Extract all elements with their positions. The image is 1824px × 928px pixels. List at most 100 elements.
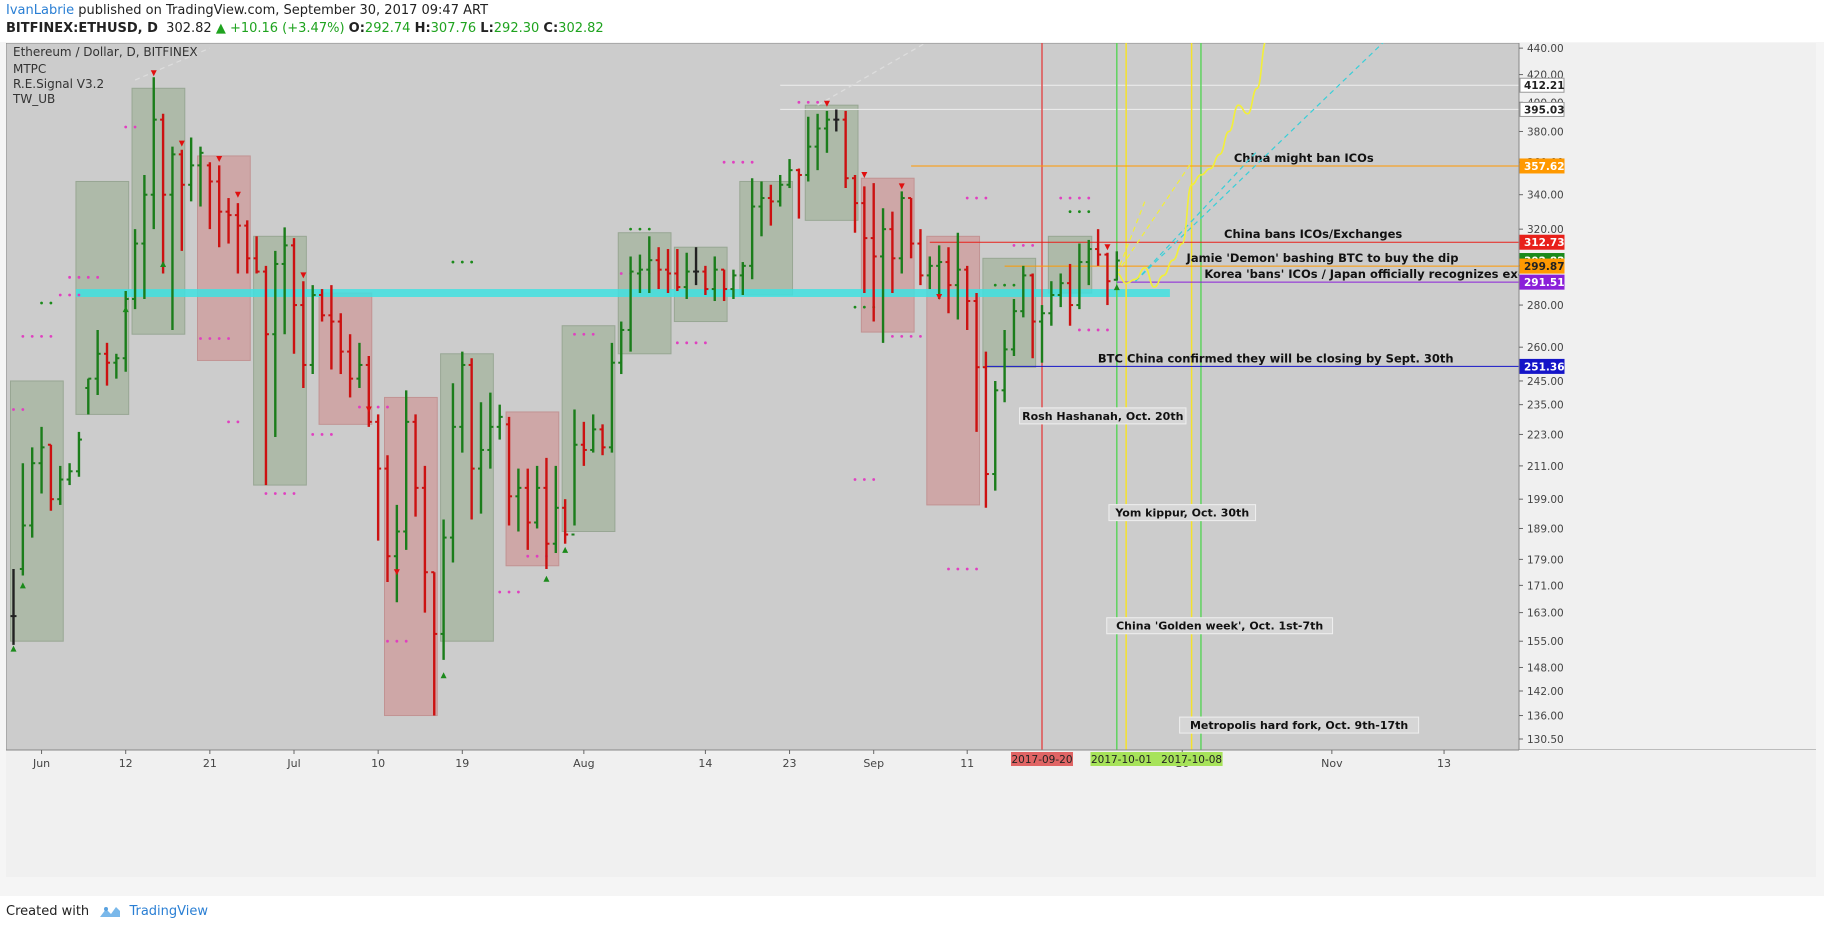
plot-background: [5, 42, 1520, 751]
candle: [1039, 305, 1045, 363]
candle: [618, 321, 625, 375]
signal-dot: [1106, 328, 1109, 332]
signal-dot: [498, 590, 502, 594]
price-level-tag: [1519, 234, 1565, 250]
candle: [440, 519, 447, 660]
candle: [552, 465, 559, 554]
candle: [347, 334, 354, 398]
event-label: BTC China confirmed they will be closing…: [1098, 351, 1454, 365]
price-level-value: 299.87: [1524, 261, 1565, 273]
candle: [178, 149, 185, 251]
candle: [431, 571, 438, 716]
signal-dot: [638, 227, 642, 231]
signal-dot: [311, 433, 315, 436]
price-level-tag: [1519, 358, 1565, 374]
signal-dot: [386, 639, 389, 643]
candle: [216, 165, 223, 248]
signal-dot: [451, 260, 455, 264]
candle: [973, 293, 980, 432]
buy-signal-icon: [562, 546, 569, 553]
candle: [244, 220, 251, 274]
candle: [702, 265, 709, 296]
candle: [38, 426, 45, 494]
signal-dot: [984, 196, 988, 200]
candle: [132, 229, 139, 310]
range-box-green: [561, 325, 616, 532]
candle: [328, 285, 335, 370]
signal-dot: [124, 125, 128, 129]
range-box-green: [804, 104, 859, 221]
price-axis: 130.50 136.00 142.00 148.00 155.00 163.00 171.…: [1518, 43, 1816, 750]
candle: [730, 269, 737, 300]
price-tick-label: 142.00: [1527, 686, 1564, 698]
chart-area[interactable]: China might ban ICOs China bans ICOs/Exch…: [5, 42, 1816, 877]
publish-info: IvanLabrie published on TradingView.com,…: [6, 3, 488, 18]
signal-dot: [1031, 243, 1035, 247]
signal-dot: [460, 260, 464, 264]
date-tick-label: 23: [783, 757, 797, 770]
candle: [590, 414, 597, 453]
sell-signal-icon: [216, 156, 223, 163]
date-tag-label: 2017-10-08: [1161, 754, 1222, 766]
projection-dashed-line: [1135, 150, 1258, 282]
publish-header: IvanLabrie published on TradingView.com,…: [0, 0, 1824, 42]
signal-dot: [1087, 210, 1091, 214]
date-tick-label: 14: [698, 757, 712, 770]
candle: [197, 146, 204, 207]
candle: [487, 392, 494, 469]
candlestick-chart[interactable]: China might ban ICOs China bans ICOs/Exch…: [5, 42, 1816, 877]
projection-dashed-line: [817, 43, 927, 106]
open-label: O:: [348, 21, 365, 36]
signal-dot: [320, 433, 324, 436]
signal-dot: [965, 567, 969, 571]
candle: [795, 168, 802, 219]
signal-dot: [96, 275, 100, 279]
annotation-text: Metropolis hard fork, Oct. 9th-17th: [1190, 719, 1408, 732]
sell-signal-icon: [823, 100, 830, 107]
footer: Created with TradingView: [0, 896, 1824, 928]
signal-dot: [227, 337, 230, 340]
signal-dot: [947, 567, 950, 571]
candle: [543, 457, 550, 569]
candle: [889, 211, 896, 294]
signal-dot: [619, 272, 623, 275]
candle: [1067, 263, 1074, 326]
price-tick-label: 260.00: [1527, 342, 1564, 354]
date-tick-label: Sep: [863, 757, 884, 770]
signal-dot: [49, 301, 53, 305]
signal-dot: [694, 341, 698, 345]
price-level-value: 312.73: [1524, 237, 1565, 249]
candle: [693, 247, 700, 286]
plot-layer: China might ban ICOs China bans ICOs/Exch…: [10, 43, 1519, 750]
date-axis: Jun1221Jul1019Aug1423Sep1116Nov1322Dec11…: [6, 749, 1816, 877]
candle: [1104, 252, 1111, 306]
candle: [917, 229, 924, 286]
author-link[interactable]: IvanLabrie: [6, 3, 75, 18]
candle: [655, 247, 662, 290]
signal-dot: [629, 227, 632, 231]
candle: [47, 443, 54, 511]
sell-signal-icon: [234, 191, 241, 198]
signal-dot: [283, 492, 287, 495]
axis-corner: [1519, 750, 1816, 877]
candle: [113, 353, 120, 379]
signal-dot: [862, 478, 866, 481]
projection-dashed-line: [134, 47, 211, 81]
published-text: published on TradingView.com, September …: [78, 3, 489, 18]
annotation-box: [1106, 617, 1334, 635]
range-box-red: [318, 292, 373, 425]
candle: [749, 178, 756, 280]
candle: [777, 174, 784, 207]
signal-dot: [900, 334, 904, 338]
legend-indicator: MTPC: [13, 62, 46, 76]
signal-dot: [806, 100, 810, 104]
date-tick-label: 13: [1437, 757, 1451, 770]
tradingview-link[interactable]: TradingView: [129, 904, 208, 919]
event-label: Jamie 'Demon' bashing BTC to buy the dip: [1186, 251, 1459, 265]
candle: [356, 342, 363, 388]
candle: [683, 252, 690, 300]
signal-dot: [872, 478, 876, 481]
signal-dot: [975, 196, 978, 200]
candle: [534, 465, 541, 529]
price-tick-label: 130.50: [1527, 734, 1564, 746]
